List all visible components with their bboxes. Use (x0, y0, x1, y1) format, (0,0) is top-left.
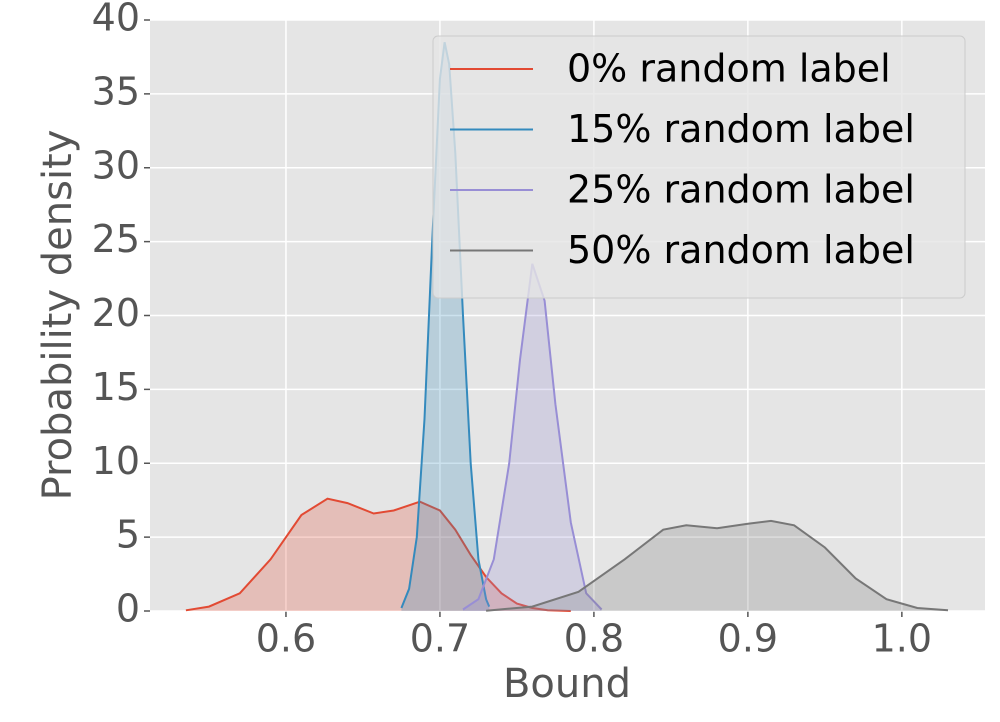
x-tick-label: 0.6 (256, 617, 316, 661)
y-tick-label: 0 (116, 587, 140, 631)
y-tick-label: 35 (92, 69, 140, 113)
legend-label: 15% random label (567, 107, 915, 151)
density-area (486, 520, 948, 611)
legend-label: 0% random label (567, 47, 891, 91)
y-tick-label: 10 (92, 439, 140, 483)
y-tick-label: 30 (92, 143, 140, 187)
legend-label: 25% random label (567, 168, 915, 212)
legend-label: 50% random label (567, 228, 915, 272)
x-axis-label: Bound (503, 661, 631, 707)
density-area (185, 498, 571, 611)
density-area (401, 42, 490, 611)
legend: 0% random label 15% random label 25% rando… (432, 35, 966, 299)
x-tick-label: 0.8 (564, 617, 624, 661)
y-tick-label: 15 (92, 365, 140, 409)
y-axis-label: Probability density (35, 130, 81, 501)
y-tick-label: 40 (92, 0, 140, 40)
x-tick-label: 0.7 (410, 617, 470, 661)
y-tick-label: 25 (92, 217, 140, 261)
density-area (463, 263, 602, 611)
x-tick-label: 1.0 (872, 617, 932, 661)
y-tick-label: 5 (116, 513, 140, 557)
y-tick-label: 20 (92, 291, 140, 335)
x-tick-label: 0.9 (718, 617, 778, 661)
legend-box (432, 35, 966, 299)
density-line (486, 519, 949, 612)
